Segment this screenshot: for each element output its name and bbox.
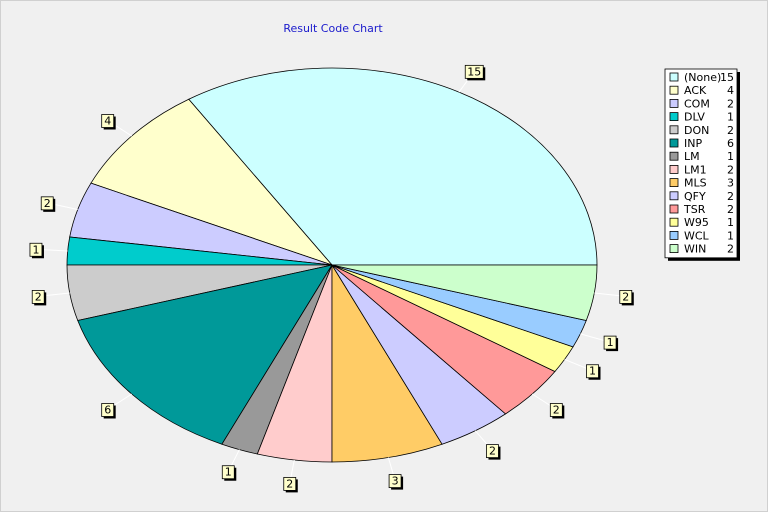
label-box [549,403,563,417]
legend-swatch [669,178,679,188]
data-label: 2 [622,290,629,303]
data-label: 3 [392,475,399,488]
legend-label: W95 [684,216,709,229]
legend-value: 1 [727,111,734,124]
pie-slice [331,263,443,463]
legend-label: MLS [684,177,707,190]
legend-swatch [669,191,679,201]
data-label: 1 [225,466,232,479]
legend-value: 1 [727,229,734,242]
legend-swatch [669,204,679,214]
label-box [40,196,54,211]
data-label: 2 [44,197,51,210]
legend-label: WIN [684,243,706,256]
label-box [31,290,45,304]
label-box [101,403,115,417]
label-box [388,474,402,488]
pie-slice [77,264,333,445]
legend-label: LM [684,150,700,163]
legend-value: 1 [727,150,734,163]
label-box [486,444,499,459]
data-label: 2 [35,290,42,303]
legend-label: DLV [684,111,705,124]
data-label: 6 [104,403,111,416]
legend-swatch [669,230,679,240]
legend-label: QFY [684,190,706,203]
legend-value: 1 [727,216,734,229]
legend-swatch [669,112,679,121]
label-box [464,64,484,79]
legend-value: 6 [727,137,734,150]
data-label: 1 [32,243,39,256]
label-box [619,290,633,304]
legend-label: TSR [683,203,706,216]
label-box [603,335,617,350]
legend-swatch [669,125,679,135]
legend-value: 2 [727,163,734,176]
legend-value: 2 [727,190,734,203]
legend-label: ACK [684,84,707,97]
legend-label: COM [684,97,710,110]
legend-value: 15 [720,71,734,84]
label-box [221,465,235,480]
data-label: 4 [104,115,111,128]
legend-label: DON [684,124,709,137]
legend-value: 2 [727,97,734,110]
legend-value: 2 [727,124,734,137]
data-label: 1 [589,365,596,378]
legend-swatch [669,85,679,95]
legend-swatch [669,164,679,174]
label-box [283,476,297,491]
legend-swatch [669,138,679,148]
legend-label: WCL [684,229,710,242]
legend-label: INP [684,137,702,150]
chart-title: Result Code Chart [283,22,383,35]
data-label: 2 [553,403,560,416]
legend-swatch [669,99,679,108]
data-label: 15 [467,65,481,78]
legend-swatch [669,151,679,161]
label-box [29,242,43,257]
legend-swatch [669,244,679,254]
label-box [586,364,599,379]
legend-swatch [669,72,679,82]
legend-swatch [669,217,679,227]
legend-label: (None) [684,71,721,84]
legend-value: 4 [727,84,734,97]
legend-value: 2 [727,243,734,256]
legend-value: 3 [727,177,734,190]
data-label: 2 [489,445,496,458]
legend-value: 2 [727,203,734,216]
legend-label: LM1 [684,163,707,176]
data-label: 2 [286,477,293,490]
label-box [101,114,115,128]
data-label: 1 [607,336,614,349]
